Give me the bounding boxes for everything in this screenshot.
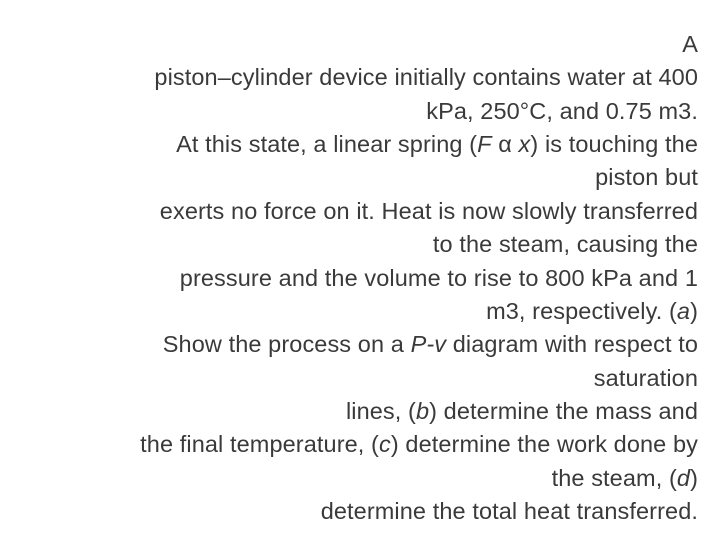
line-14: the steam, (d) bbox=[18, 462, 698, 495]
text-span: Show the process on a bbox=[163, 331, 411, 357]
variable-Pv: P-v bbox=[411, 331, 447, 357]
line-3: kPa, 250°C, and 0.75 m3. bbox=[18, 95, 698, 128]
text-span: ) determine the work done by bbox=[391, 431, 698, 457]
text-span: ) determine the mass and bbox=[429, 398, 698, 424]
variable-F: F bbox=[477, 131, 491, 157]
line-5: piston but bbox=[18, 161, 698, 194]
part-label-d: d bbox=[677, 465, 690, 491]
text-span: ) bbox=[690, 465, 698, 491]
line-7: to the steam, causing the bbox=[18, 228, 698, 261]
text-span: lines, ( bbox=[346, 398, 416, 424]
text-span: the final temperature, ( bbox=[140, 431, 379, 457]
text-span: m3, respectively. ( bbox=[486, 298, 677, 324]
line-11: saturation bbox=[18, 362, 698, 395]
problem-statement: A piston–cylinder device initially conta… bbox=[18, 28, 698, 528]
line-6: exerts no force on it. Heat is now slowl… bbox=[18, 195, 698, 228]
line-13: the final temperature, (c) determine the… bbox=[18, 428, 698, 461]
text-span: ) bbox=[690, 298, 698, 324]
part-label-a: a bbox=[677, 298, 690, 324]
variable-x: x bbox=[519, 131, 531, 157]
part-label-b: b bbox=[416, 398, 429, 424]
line-10: Show the process on a P-v diagram with r… bbox=[18, 328, 698, 361]
text-span: α bbox=[492, 131, 519, 157]
line-2: piston–cylinder device initially contain… bbox=[18, 61, 698, 94]
text-span: diagram with respect to bbox=[446, 331, 698, 357]
line-12: lines, (b) determine the mass and bbox=[18, 395, 698, 428]
line-15: determine the total heat transferred. bbox=[18, 495, 698, 528]
line-4: At this state, a linear spring (F α x) i… bbox=[18, 128, 698, 161]
part-label-c: c bbox=[379, 431, 391, 457]
text-span: the steam, ( bbox=[552, 465, 677, 491]
line-1: A bbox=[18, 28, 698, 61]
text-span: At this state, a linear spring ( bbox=[176, 131, 477, 157]
line-9: m3, respectively. (a) bbox=[18, 295, 698, 328]
text-span: ) is touching the bbox=[530, 131, 698, 157]
line-8: pressure and the volume to rise to 800 k… bbox=[18, 262, 698, 295]
